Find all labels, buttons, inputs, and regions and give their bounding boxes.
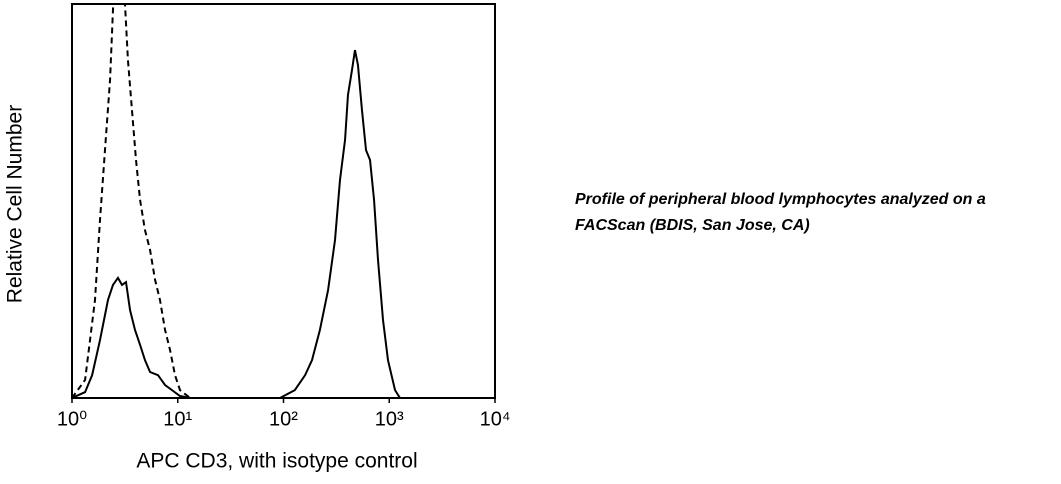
x-tick-label: 10⁰ (57, 408, 87, 430)
plot-frame (71, 3, 496, 399)
x-tick-label: 10³ (375, 408, 404, 430)
x-tick-label: 10⁴ (480, 408, 511, 430)
x-tick-label: 10² (269, 408, 298, 430)
x-axis-label: APC CD3, with isotype control (136, 450, 417, 473)
caption-line: Profile of peripheral blood lymphocytes … (575, 191, 986, 208)
caption-line: FACScan (BDIS, San Jose, CA) (575, 217, 810, 234)
x-tick-label: 10¹ (163, 408, 192, 430)
histogram-line (72, 4, 191, 398)
y-axis-label: Relative Cell Number (4, 105, 27, 303)
histogram-line (72, 49, 401, 398)
